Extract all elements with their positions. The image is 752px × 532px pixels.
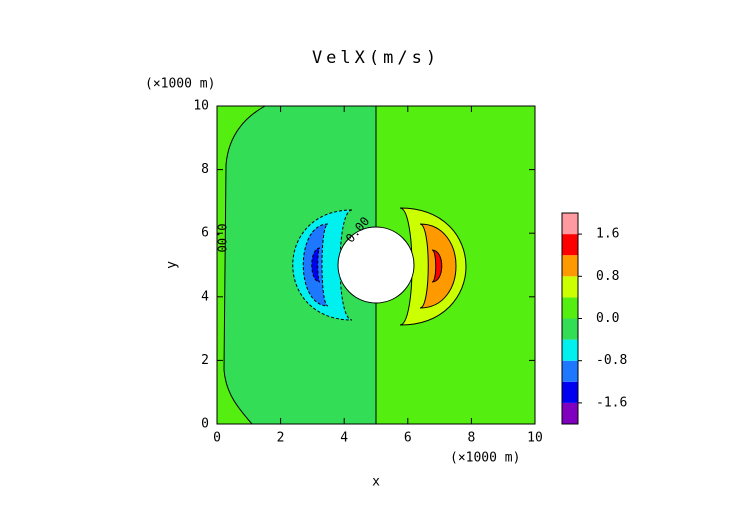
- colorbar-tick-label: -0.8: [596, 353, 627, 368]
- colorbar-tick-label: -1.6: [596, 395, 627, 410]
- contour-label: 0.00: [215, 224, 229, 253]
- x-tick-label: 6: [404, 431, 412, 446]
- colorbar-box: [562, 297, 578, 319]
- colorbar-box: [562, 234, 578, 256]
- colorbar-box: [562, 318, 578, 340]
- colorbar-box: [562, 360, 578, 382]
- region: [311, 247, 321, 283]
- y-tick-label: 6: [201, 226, 209, 241]
- y-tick-label: 2: [201, 353, 209, 368]
- x-tick-label: 10: [527, 431, 543, 446]
- y-tick-label: 8: [201, 162, 209, 177]
- x-tick-label: 8: [467, 431, 475, 446]
- y-axis-label: y: [165, 261, 180, 269]
- y-unit: (×1000 m): [145, 77, 215, 92]
- colorbar-box: [562, 339, 578, 361]
- y-tick-label: 0: [201, 417, 209, 432]
- obstacle: [337, 226, 415, 304]
- colorbar-tick-label: 0.8: [596, 269, 619, 284]
- colorbar-box: [562, 255, 578, 277]
- region: [217, 106, 265, 424]
- plot-frame: [216, 105, 536, 425]
- colorbar-tick-label: 0.0: [596, 311, 619, 326]
- x-tick-label: 0: [213, 431, 221, 446]
- colorbar-box: [562, 381, 578, 403]
- colorbar-box: [562, 402, 578, 424]
- colorbar-box: [562, 276, 578, 298]
- x-tick-label: 4: [340, 431, 348, 446]
- x-axis-label: x: [372, 475, 380, 490]
- colorbar-tick-label: 1.6: [596, 227, 619, 242]
- y-tick-label: 4: [201, 289, 209, 304]
- contour-field: 0.000.00: [215, 105, 535, 425]
- y-tick-label: 10: [193, 99, 209, 114]
- region: [431, 249, 443, 283]
- x-tick-label: 2: [277, 431, 285, 446]
- chart-title: VelX(m/s): [312, 48, 440, 68]
- x-unit: (×1000 m): [450, 451, 520, 466]
- contour-line: [223, 105, 266, 425]
- colorbar-box: [562, 213, 578, 235]
